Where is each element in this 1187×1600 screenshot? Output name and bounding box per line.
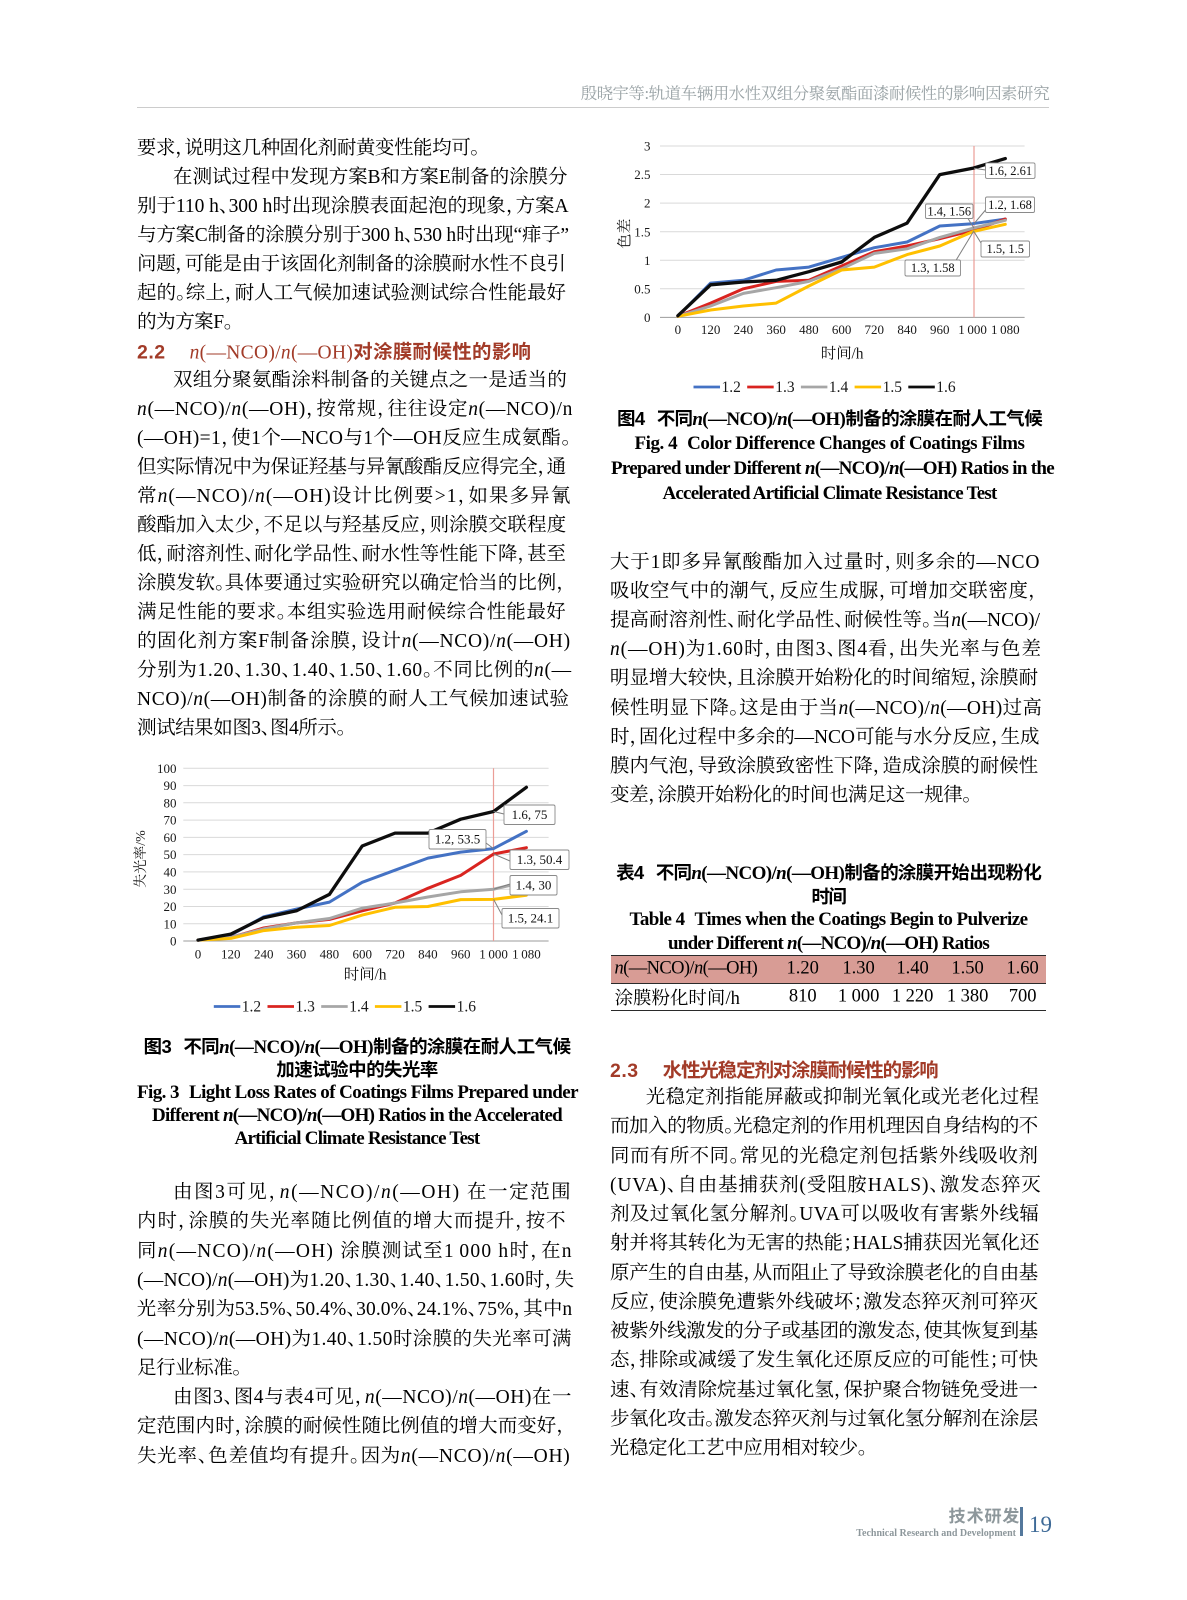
svg-text:1.3: 1.3 — [296, 999, 316, 1016]
svg-text:1.4, 1.56: 1.4, 1.56 — [927, 205, 971, 219]
svg-text:1 080: 1 080 — [991, 322, 1020, 337]
svg-text:840: 840 — [418, 946, 438, 961]
svg-text:0: 0 — [675, 322, 682, 337]
svg-text:960: 960 — [930, 322, 950, 337]
svg-text:30: 30 — [164, 882, 177, 897]
svg-text:1.3, 50.4: 1.3, 50.4 — [517, 852, 563, 867]
svg-text:10: 10 — [164, 916, 177, 931]
svg-text:1.6: 1.6 — [936, 379, 956, 396]
svg-text:720: 720 — [865, 322, 885, 337]
svg-text:2: 2 — [644, 196, 651, 211]
svg-text:1.6, 2.61: 1.6, 2.61 — [988, 164, 1032, 178]
svg-text:600: 600 — [352, 946, 372, 961]
svg-text:1.3, 1.58: 1.3, 1.58 — [911, 261, 955, 275]
svg-text:240: 240 — [254, 946, 274, 961]
svg-text:1.2, 1.68: 1.2, 1.68 — [988, 198, 1032, 212]
svg-text:240: 240 — [734, 322, 754, 337]
svg-text:20: 20 — [164, 899, 177, 914]
svg-text:时间/h: 时间/h — [343, 966, 386, 984]
svg-text:1.2: 1.2 — [722, 379, 741, 396]
svg-text:1.5: 1.5 — [634, 224, 650, 239]
svg-text:360: 360 — [766, 322, 786, 337]
svg-text:0: 0 — [195, 946, 202, 961]
svg-text:100: 100 — [157, 761, 177, 776]
svg-text:120: 120 — [701, 322, 721, 337]
svg-text:1.5: 1.5 — [883, 379, 903, 396]
svg-text:1.4: 1.4 — [349, 999, 369, 1016]
svg-text:120: 120 — [221, 946, 241, 961]
svg-text:480: 480 — [799, 322, 819, 337]
svg-text:70: 70 — [164, 813, 177, 828]
svg-text:1.6: 1.6 — [457, 999, 477, 1016]
svg-text:80: 80 — [164, 795, 177, 810]
svg-text:360: 360 — [287, 946, 307, 961]
svg-text:40: 40 — [164, 865, 177, 880]
svg-text:0: 0 — [644, 310, 651, 325]
svg-text:1 080: 1 080 — [512, 946, 541, 961]
svg-text:0: 0 — [170, 934, 177, 949]
svg-text:0.5: 0.5 — [634, 281, 650, 296]
svg-text:1.4: 1.4 — [829, 379, 849, 396]
svg-text:时间/h: 时间/h — [820, 345, 863, 363]
svg-text:1: 1 — [644, 253, 651, 268]
svg-text:1.3: 1.3 — [775, 379, 795, 396]
svg-text:1 000: 1 000 — [958, 322, 987, 337]
svg-text:720: 720 — [385, 946, 405, 961]
svg-text:失光率/%: 失光率/% — [132, 830, 149, 888]
svg-text:2.5: 2.5 — [634, 167, 650, 182]
svg-text:1.2: 1.2 — [242, 999, 261, 1016]
svg-text:1.5: 1.5 — [403, 999, 423, 1016]
svg-text:60: 60 — [164, 830, 177, 845]
svg-text:1 000: 1 000 — [479, 946, 508, 961]
svg-text:90: 90 — [164, 778, 177, 793]
svg-text:3: 3 — [644, 139, 651, 154]
svg-text:1.2, 53.5: 1.2, 53.5 — [435, 832, 481, 847]
svg-text:600: 600 — [832, 322, 852, 337]
svg-text:1.4, 30: 1.4, 30 — [516, 878, 552, 893]
svg-text:480: 480 — [320, 946, 340, 961]
svg-text:1.6, 75: 1.6, 75 — [512, 807, 548, 822]
svg-text:840: 840 — [897, 322, 917, 337]
svg-text:960: 960 — [451, 946, 471, 961]
svg-text:色差: 色差 — [617, 219, 634, 249]
svg-text:1.5, 1.5: 1.5, 1.5 — [987, 242, 1025, 256]
svg-text:1.5, 24.1: 1.5, 24.1 — [508, 911, 554, 926]
svg-text:50: 50 — [164, 847, 177, 862]
